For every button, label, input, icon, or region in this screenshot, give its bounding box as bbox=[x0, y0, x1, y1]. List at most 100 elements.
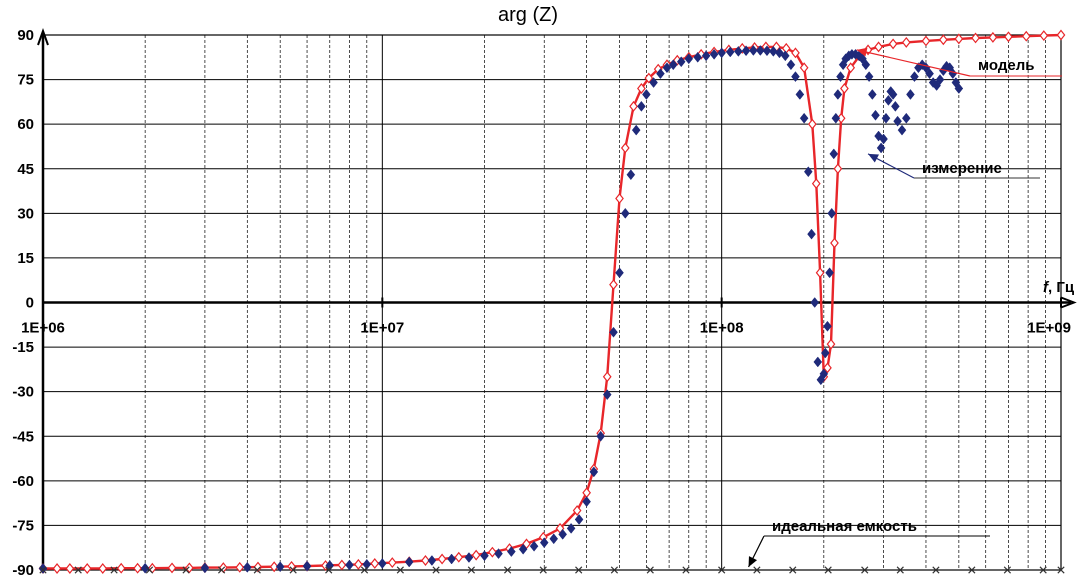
measurement-point bbox=[935, 74, 945, 85]
annotation-arrow-icon bbox=[868, 153, 879, 163]
measurement-point bbox=[813, 356, 823, 368]
model-point bbox=[846, 62, 856, 74]
measurement-point bbox=[464, 552, 474, 563]
ideal-point bbox=[432, 566, 440, 574]
measurement-point bbox=[662, 62, 672, 74]
measurement-point bbox=[876, 142, 886, 154]
y-tick-label: -90 bbox=[12, 562, 34, 579]
measurement-point bbox=[596, 430, 605, 442]
measurement-point bbox=[836, 71, 845, 83]
model-point bbox=[830, 237, 839, 249]
measurement-point bbox=[954, 83, 964, 94]
model-point bbox=[840, 83, 849, 94]
x-axis-title-rest: , Гц bbox=[1048, 279, 1075, 296]
model-point bbox=[833, 163, 843, 175]
measurement-point bbox=[302, 560, 312, 572]
model-point bbox=[1056, 29, 1066, 41]
measurement-point bbox=[864, 71, 874, 83]
model-point bbox=[471, 549, 481, 561]
measurement-point bbox=[799, 112, 809, 124]
x-tick-label: 1E+08 bbox=[700, 320, 744, 337]
measurement-point bbox=[901, 112, 911, 124]
measurement-point bbox=[762, 45, 772, 57]
measurement-point bbox=[823, 320, 832, 332]
measurement-point bbox=[734, 45, 743, 57]
measurement-point bbox=[807, 228, 816, 240]
measurement-point bbox=[831, 112, 841, 124]
measurement-point bbox=[684, 53, 694, 65]
ideal-point bbox=[396, 566, 404, 574]
measurement-point bbox=[642, 89, 651, 100]
y-axis-arrow-icon bbox=[37, 28, 49, 46]
ideal-point bbox=[539, 566, 547, 574]
measurement-point bbox=[741, 45, 751, 57]
ideal-point bbox=[1039, 566, 1047, 574]
ideal-point bbox=[360, 566, 369, 574]
model-point bbox=[644, 72, 654, 84]
model-point bbox=[609, 279, 618, 291]
x-tick-label: 1E+07 bbox=[360, 320, 404, 337]
model-point bbox=[147, 562, 157, 574]
model-point bbox=[437, 553, 447, 565]
measurement-point bbox=[925, 68, 934, 80]
model-point bbox=[1039, 30, 1049, 42]
model-point bbox=[799, 62, 809, 74]
measurement-point bbox=[820, 347, 830, 359]
ideal-point bbox=[253, 566, 261, 574]
y-tick-label: 75 bbox=[17, 72, 34, 89]
model-point bbox=[971, 32, 980, 44]
ideal-point bbox=[110, 566, 118, 574]
annotation-2: идеальная емкость bbox=[747, 518, 990, 568]
chart-title: arg (Z) bbox=[498, 4, 558, 26]
ideal-point bbox=[610, 566, 619, 574]
model-point bbox=[620, 142, 630, 154]
model-point bbox=[167, 562, 177, 574]
model-point bbox=[888, 38, 898, 50]
model-point bbox=[988, 31, 998, 43]
ideal-point bbox=[325, 566, 333, 574]
measurement-point bbox=[906, 89, 915, 100]
ideal-point bbox=[145, 566, 154, 574]
ideal-point bbox=[39, 566, 47, 574]
series-0 bbox=[38, 29, 1066, 574]
ideal-point bbox=[1057, 566, 1065, 574]
y-tick-label: 0 bbox=[26, 295, 34, 312]
measurement-point bbox=[345, 559, 354, 571]
y-tick-label: -30 bbox=[12, 384, 34, 401]
measurement-point bbox=[827, 207, 837, 219]
model-point bbox=[781, 42, 791, 54]
y-tick-label: -45 bbox=[12, 428, 34, 445]
model-point bbox=[82, 563, 92, 574]
model-point bbox=[1021, 30, 1031, 42]
ideal-point bbox=[968, 566, 976, 574]
ideal-point bbox=[718, 566, 726, 574]
measurement-point bbox=[819, 368, 829, 380]
model-point bbox=[116, 562, 126, 574]
measurement-point bbox=[582, 496, 591, 508]
measurement-point bbox=[803, 166, 813, 178]
measurement-point bbox=[786, 59, 796, 71]
measurement-point bbox=[140, 562, 150, 574]
measurement-point bbox=[868, 89, 877, 100]
measurement-point bbox=[825, 267, 834, 279]
measurement-point bbox=[602, 389, 612, 401]
model-point bbox=[185, 562, 194, 574]
measurement-point bbox=[615, 267, 624, 279]
annotation-leader bbox=[856, 49, 971, 77]
annotation-label: измерение bbox=[922, 160, 1002, 177]
ideal-point bbox=[217, 566, 226, 574]
model-point bbox=[826, 338, 836, 350]
measurement-point bbox=[566, 522, 576, 534]
measurement-point bbox=[881, 112, 891, 124]
ideal-point bbox=[467, 566, 476, 574]
ideal-point bbox=[861, 566, 869, 574]
model-point bbox=[235, 561, 245, 573]
model-point bbox=[354, 558, 363, 570]
model-point bbox=[807, 118, 817, 130]
y-tick-label: 90 bbox=[17, 27, 34, 44]
measurement-point bbox=[897, 124, 907, 136]
ideal-point bbox=[646, 566, 654, 574]
ideal-point bbox=[575, 566, 583, 574]
measurement-point bbox=[574, 514, 584, 525]
